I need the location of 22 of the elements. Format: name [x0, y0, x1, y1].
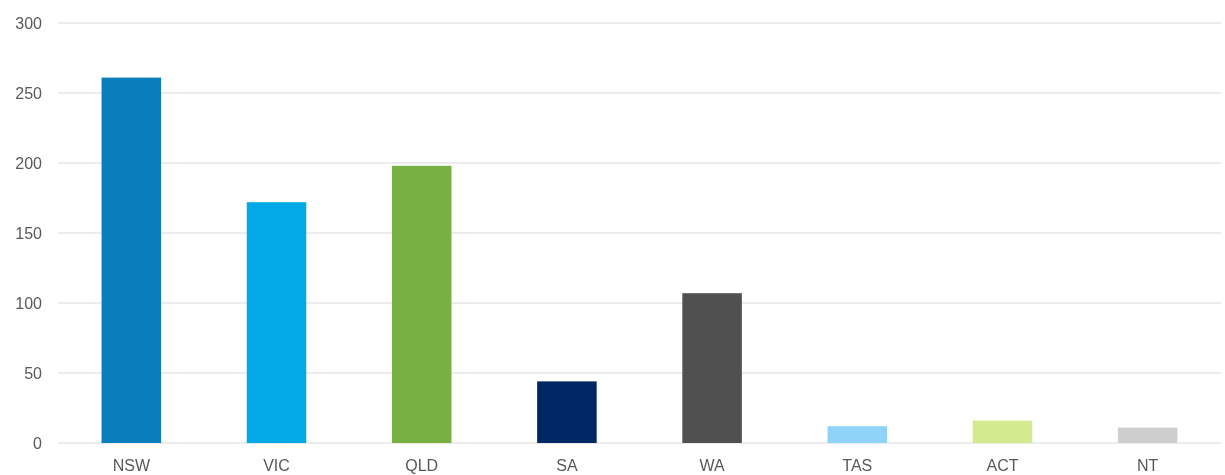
bar — [972, 420, 1033, 443]
bar — [682, 293, 742, 443]
x-tick-label: VIC — [263, 457, 290, 474]
bar — [246, 202, 307, 443]
x-tick-label: NSW — [112, 457, 151, 474]
y-tick-label: 50 — [24, 364, 43, 382]
y-tick-label: 100 — [15, 294, 43, 312]
x-tick-label: QLD — [405, 457, 439, 474]
bar — [101, 77, 162, 443]
x-tick-label: WA — [699, 457, 726, 474]
x-tick-label: SA — [556, 457, 578, 474]
x-tick-label: NT — [1137, 457, 1159, 474]
x-tick-label: TAS — [842, 457, 873, 474]
y-tick-label: 300 — [15, 14, 43, 32]
bar — [537, 381, 597, 443]
bar — [391, 165, 452, 443]
y-tick-label: 200 — [15, 154, 43, 172]
y-tick-label: 150 — [15, 224, 43, 242]
y-tick-label: 0 — [33, 434, 43, 452]
x-tick-label: ACT — [986, 457, 1019, 474]
bar — [827, 426, 888, 443]
y-tick-label: 250 — [15, 84, 43, 102]
